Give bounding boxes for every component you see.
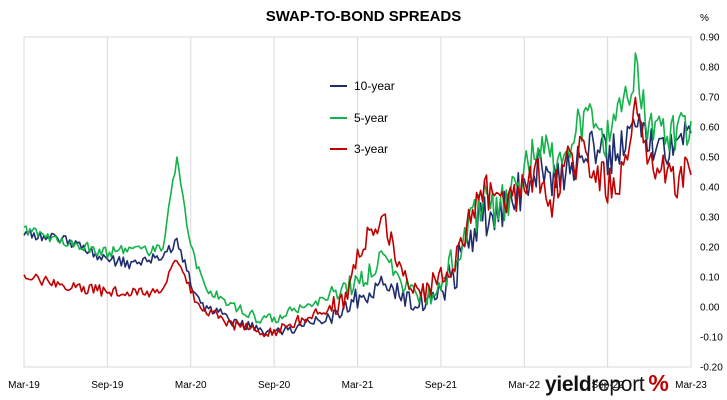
legend-item-3-year: 3-year bbox=[330, 141, 395, 157]
y-tick-label: 0.30 bbox=[700, 213, 720, 224]
series-line-10-year bbox=[23, 113, 692, 337]
series-line-3-year bbox=[23, 96, 692, 338]
y-tick-label: 0.60 bbox=[700, 123, 720, 134]
y-tick-label: 0.90 bbox=[700, 33, 720, 44]
legend-swatch-10-year bbox=[330, 85, 347, 87]
x-tick-label: Mar-22 bbox=[508, 380, 540, 391]
y-axis-unit-label: % bbox=[700, 13, 709, 24]
legend-item-5-year: 5-year bbox=[330, 110, 395, 126]
legend-label-10-year: 10-year bbox=[354, 79, 395, 93]
legend: 10-year 5-year 3-year bbox=[330, 78, 395, 173]
x-tick-label: Mar-20 bbox=[175, 380, 207, 391]
y-tick-label: 0.40 bbox=[700, 183, 720, 194]
x-tick-label: Mar-23 bbox=[675, 380, 707, 391]
chart-title: SWAP-TO-BOND SPREADS bbox=[265, 8, 462, 25]
x-tick-label: Sep-21 bbox=[425, 380, 458, 391]
y-tick-label: 0.20 bbox=[700, 243, 720, 254]
x-tick-label: Sep-20 bbox=[258, 380, 291, 391]
series-line-5-year bbox=[23, 52, 692, 324]
y-tick-label: -0.10 bbox=[700, 333, 723, 344]
legend-swatch-5-year bbox=[330, 116, 347, 119]
y-tick-label: 0.10 bbox=[700, 273, 720, 284]
x-tick-label: Sep-19 bbox=[91, 380, 124, 391]
logo-percent-symbol: % bbox=[648, 370, 669, 396]
legend-item-10-year: 10-year bbox=[330, 78, 395, 94]
x-tick-label: Mar-21 bbox=[342, 380, 374, 391]
y-tick-label: 0.70 bbox=[700, 93, 720, 104]
logo-word-report: report bbox=[591, 373, 645, 396]
x-tick-label: Mar-19 bbox=[8, 380, 40, 391]
x-tick-label: Sep-22 bbox=[592, 380, 625, 391]
y-tick-label: 0.00 bbox=[700, 303, 720, 314]
yieldreport-logo: yieldreport% bbox=[545, 370, 669, 397]
y-tick-label: 0.80 bbox=[700, 63, 720, 74]
y-tick-label: -0.20 bbox=[700, 363, 723, 374]
legend-label-5-year: 5-year bbox=[354, 110, 389, 125]
logo-word-yield: yield bbox=[545, 373, 592, 396]
legend-label-3-year: 3-year bbox=[354, 142, 389, 156]
legend-swatch-3-year bbox=[330, 148, 347, 150]
y-tick-label: 0.50 bbox=[700, 153, 720, 164]
